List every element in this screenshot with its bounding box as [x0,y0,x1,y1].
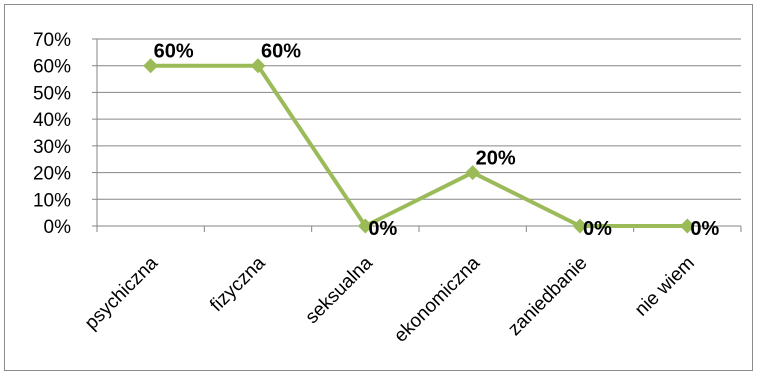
y-tick-label: 10% [33,190,71,211]
y-tick-label: 30% [33,137,71,158]
data-label: 0% [583,218,612,240]
y-tick-label: 40% [33,110,71,131]
x-category-label: psychiczna [81,252,163,334]
x-category-label: zaniedbanie [504,253,591,340]
y-tick-label: 60% [33,57,71,78]
data-label: 20% [476,148,516,170]
x-axis-categories: psychiczna fizyczna seksualna ekonomiczna za… [81,252,699,346]
y-tick-label: 50% [33,83,71,104]
gridlines [97,39,741,199]
data-label: 60% [261,41,301,63]
y-tick-label: 20% [33,164,71,185]
data-label: 0% [690,218,719,240]
data-labels: 60% 60% 0% 20% 0% 0% [154,41,720,240]
x-category-label: seksualna [302,252,378,328]
y-tick-label: 70% [33,30,71,51]
x-category-label: fizyczna [206,252,270,316]
data-label: 60% [154,41,194,63]
y-tick-label: 0% [44,217,72,238]
data-label: 0% [368,218,397,240]
x-category-label: nie wiem [631,253,699,321]
x-category-label: ekonomiczna [390,252,484,346]
x-axis [97,39,741,232]
y-axis-ticks: 0% 10% 20% 30% 40% 50% 60% 70% [33,30,97,238]
